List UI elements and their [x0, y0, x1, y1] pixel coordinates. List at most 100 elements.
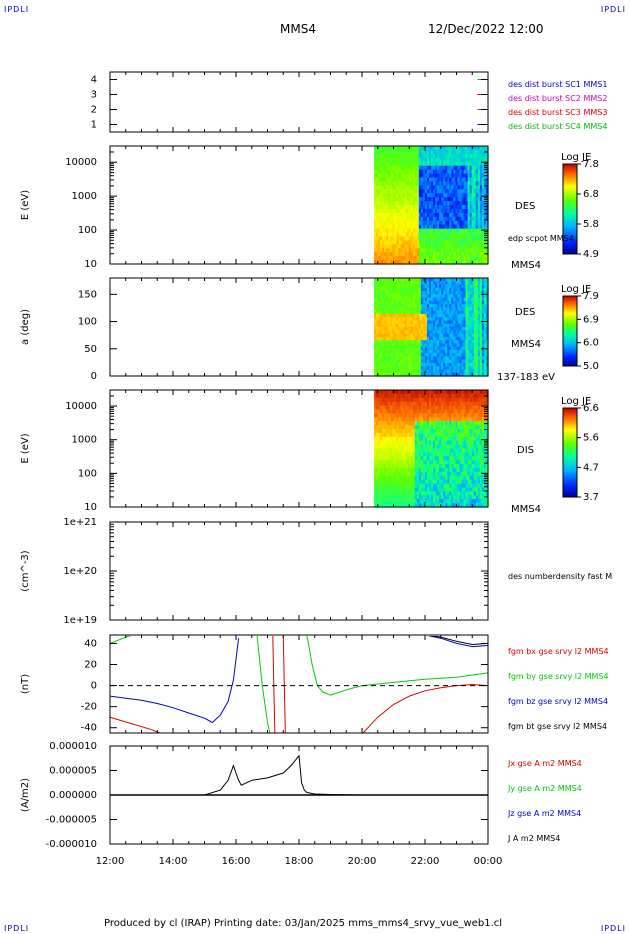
des-energy-cell — [380, 208, 383, 214]
dis-energy-cell — [461, 436, 465, 442]
dis-energy-cell — [471, 503, 475, 508]
dis-energy-cell — [408, 421, 412, 426]
des-energy-cell — [414, 212, 418, 218]
dis-energy-cell — [467, 464, 471, 469]
dis-energy-cell — [400, 401, 404, 407]
dis-energy-cell — [376, 397, 379, 403]
dis-energy-cell — [396, 413, 400, 418]
dis-energy-cell — [429, 464, 432, 469]
dis-energy-cell — [463, 421, 467, 426]
des-pitch-cell — [374, 300, 377, 305]
dis-energy-cell — [382, 393, 385, 399]
des-pitch-cell — [457, 349, 461, 354]
dis-energy-cell — [386, 487, 389, 492]
des-energy-cell — [378, 185, 381, 190]
des-pitch-cell — [426, 362, 430, 367]
des-pitch-cell — [388, 327, 391, 331]
des-pitch-cell — [374, 304, 377, 308]
dis-energy-cell — [388, 405, 391, 411]
des-pitch-cell — [453, 287, 457, 292]
dis-energy-cell — [481, 487, 485, 492]
des-pitch-cell — [408, 353, 412, 357]
dis-energy-cell — [475, 436, 479, 442]
des-energy-cell — [451, 161, 455, 167]
dis-energy-cell — [439, 491, 442, 496]
des-energy-cell — [477, 260, 481, 265]
dis-energy-cell — [451, 429, 455, 434]
des-energy-cell — [420, 197, 424, 202]
dis-energy-cell — [418, 401, 422, 407]
des-pitch-cell — [414, 297, 418, 302]
des-energy-cell — [459, 157, 463, 163]
des-energy-cell — [378, 146, 381, 151]
des-energy-cell — [422, 244, 426, 249]
des-energy-cell — [374, 149, 377, 155]
dis-energy-cell — [457, 456, 461, 461]
des-energy-cell — [459, 146, 463, 151]
dis-energy-cell — [447, 471, 450, 477]
dis-energy-cell — [376, 444, 379, 450]
dis-energy-cell — [382, 479, 385, 485]
des-pitch-cell — [418, 323, 422, 328]
des-pitch-cell — [374, 317, 377, 322]
des-energy-cell — [473, 205, 477, 210]
des-energy-cell — [445, 205, 448, 210]
des-pitch-cell — [461, 372, 465, 377]
des-energy-cell — [475, 205, 479, 210]
des-pitch-cell — [390, 336, 393, 341]
des-energy-cell — [445, 169, 448, 175]
dis-energy-cell — [402, 397, 406, 403]
des-pitch-cell — [410, 340, 414, 344]
dis-energy-cell — [406, 405, 410, 411]
des-pitch-cell — [378, 304, 381, 308]
dis-energy-cell — [439, 405, 442, 411]
dis-energy-cell — [396, 440, 400, 446]
dis-energy-cell — [473, 464, 477, 469]
des-pitch-cell — [416, 372, 420, 377]
des-pitch-cell — [437, 369, 440, 374]
des-energy-cell — [422, 236, 426, 241]
dis-energy-cell — [467, 393, 471, 399]
des-pitch-cell — [398, 346, 402, 351]
dis-energy-cell — [431, 417, 434, 422]
des-energy-cell — [424, 248, 428, 253]
des-pitch-cell — [378, 313, 381, 318]
dis-energy-cell — [416, 413, 420, 418]
des-pitch-cell — [420, 372, 424, 377]
dis-energy-cell — [463, 503, 467, 508]
dis-energy-cell — [475, 503, 479, 508]
des-pitch-cell — [445, 369, 448, 374]
des-pitch-cell — [408, 313, 412, 318]
dis-energy-cell — [451, 464, 455, 469]
des-pitch-cell — [441, 369, 444, 374]
des-energy-cell — [435, 161, 438, 167]
dis-energy-cell — [453, 487, 457, 492]
dis-energy-cell — [414, 475, 418, 481]
dis-energy-cell — [431, 405, 434, 411]
dis-energy-cell — [374, 475, 377, 481]
des-pitch-cell — [473, 300, 477, 305]
des-pitch-cell — [426, 372, 430, 377]
des-energy-cell — [445, 149, 448, 155]
des-pitch-cell — [483, 313, 487, 318]
des-energy-cell — [445, 256, 448, 261]
dis-energy-cell — [437, 417, 440, 422]
des-pitch-cell — [475, 366, 479, 371]
des-energy-cell — [404, 177, 408, 182]
dis-energy-cell — [414, 436, 418, 442]
des-energy-cell — [396, 256, 400, 261]
des-pitch-cell — [461, 330, 465, 335]
dis-energy-cell — [392, 471, 396, 477]
des-pitch-cell — [410, 353, 414, 357]
des-pitch-cell — [453, 281, 457, 286]
dis-energy-cell — [422, 471, 426, 477]
des-pitch-cell — [435, 307, 438, 312]
dis-energy-cell — [378, 464, 381, 469]
dis-energy-cell — [400, 487, 404, 492]
des-energy-cell — [471, 173, 475, 179]
des-energy-cell — [406, 248, 410, 253]
des-pitch-cell — [467, 356, 471, 361]
des-pitch-cell — [439, 346, 442, 351]
des-pitch-cell — [467, 336, 471, 341]
des-pitch-cell — [394, 281, 398, 286]
